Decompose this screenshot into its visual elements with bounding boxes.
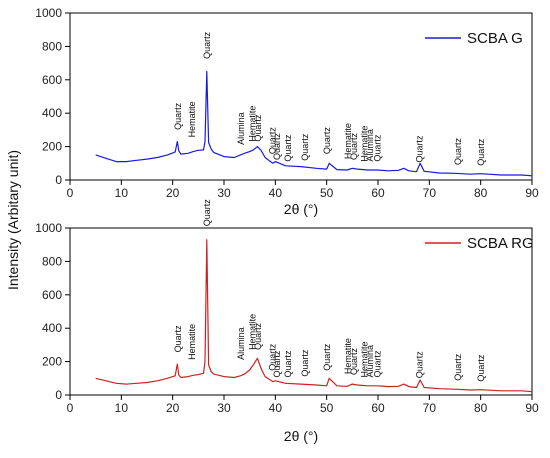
peak-annotation: Hematite <box>343 338 353 374</box>
x-tick-label: 50 <box>320 186 334 200</box>
y-tick-label: 800 <box>42 39 62 53</box>
x-tick-label: 40 <box>269 401 283 415</box>
peak-annotation: Hematite <box>248 106 258 142</box>
peak-annotation: Hematite <box>248 314 258 350</box>
y-tick-label: 400 <box>42 321 62 335</box>
plot-frame <box>69 227 533 396</box>
legend-label: SCBA G <box>467 30 523 47</box>
peak-annotation: Quartz <box>373 134 383 162</box>
peak-annotation: Quartz <box>253 322 263 350</box>
y-tick-label: 400 <box>42 106 62 120</box>
x-tick-label: 40 <box>269 186 283 200</box>
peak-annotation: Quartz <box>476 354 486 382</box>
x-tick-label: 20 <box>166 401 180 415</box>
peak-annotation: Quartz <box>322 343 332 371</box>
plot-frame <box>69 12 533 181</box>
peak-annotation: Quartz <box>300 349 310 377</box>
peak-annotation: Hematite <box>187 324 197 360</box>
x-tick-label: 70 <box>423 186 437 200</box>
x-tick-label: 30 <box>217 186 231 200</box>
peak-annotation: Quartz <box>283 134 293 162</box>
peak-annotation: Quartz <box>476 138 486 166</box>
peak-annotation: Quartz <box>373 350 383 378</box>
peak-annotation: Quartz <box>349 347 359 375</box>
x-tick-label: 10 <box>115 401 129 415</box>
x-tick-label: 0 <box>67 186 74 200</box>
peak-annotation: Hematite <box>360 341 370 377</box>
series-line-1 <box>95 239 533 393</box>
legend: SCBA RG <box>425 235 534 252</box>
x-tick-label: 50 <box>320 401 334 415</box>
peak-annotation: Quartz <box>202 31 212 59</box>
x-tick-label: 30 <box>217 401 231 415</box>
peak-annotation: Quartz <box>272 132 282 160</box>
y-tick-label: 600 <box>42 288 62 302</box>
y-tick-label: 200 <box>42 140 62 154</box>
peak-annotation: Quartz <box>453 353 463 381</box>
peak-annotation: Quartz <box>283 350 293 378</box>
peak-annotation: Alumina <box>365 129 375 162</box>
peak-annotation: Hematite <box>360 126 370 162</box>
peak-annotation: Quartz <box>267 343 277 371</box>
peak-annotation: Quartz <box>173 102 183 130</box>
x-tick-label: 90 <box>525 186 539 200</box>
x-tick-label: 80 <box>474 186 488 200</box>
x-tick-label: 70 <box>423 401 437 415</box>
peak-annotation: Alumina <box>236 327 246 360</box>
peak-annotation: Quartz <box>272 350 282 378</box>
y-tick-label: 0 <box>55 388 62 402</box>
peak-annotation: Hematite <box>187 101 197 137</box>
y-tick-label: 1000 <box>35 6 62 20</box>
legend-label: SCBA RG <box>467 235 534 252</box>
peak-annotation: Quartz <box>267 127 277 155</box>
y-tick-label: 0 <box>55 173 62 187</box>
peak-annotation: Quartz <box>202 199 212 227</box>
x-tick-label: 60 <box>371 186 385 200</box>
x-tick-label: 60 <box>371 401 385 415</box>
x-tick-label: 0 <box>67 401 74 415</box>
peak-annotation: Hematite <box>343 123 353 159</box>
peak-annotation: Alumina <box>365 345 375 378</box>
x-tick-label: 80 <box>474 401 488 415</box>
y-axis-title: Intensity (Arbitary unit) <box>5 150 21 290</box>
x-tick-label: 20 <box>166 186 180 200</box>
y-tick-label: 800 <box>42 254 62 268</box>
peak-annotation: Quartz <box>415 135 425 163</box>
peak-annotation: Quartz <box>453 137 463 165</box>
x-tick-label: 90 <box>525 401 539 415</box>
series-line-1 <box>95 70 533 177</box>
peak-annotation: Quartz <box>349 132 359 160</box>
x-tick-label: 10 <box>115 186 129 200</box>
legend: SCBA G <box>425 30 523 47</box>
y-tick-label: 600 <box>42 73 62 87</box>
peak-annotation: Quartz <box>415 351 425 379</box>
peak-annotation: Quartz <box>300 133 310 161</box>
y-tick-label: 200 <box>42 355 62 369</box>
peak-annotation: Quartz <box>322 127 332 155</box>
peak-annotation: Quartz <box>173 325 183 353</box>
chart-panel-1: 0 10 20 30 40 50 60 70 80 90 0 200 400 600 800 1000 2θ (… <box>35 6 539 217</box>
x-axis-title: 2θ (°) <box>284 201 318 217</box>
peak-annotation: Quartz <box>253 114 263 142</box>
chart-panel-2: 0 10 20 30 40 50 60 70 80 90 0 200 400 600 800 1000 2θ (… <box>35 199 539 444</box>
x-axis-title: 2θ (°) <box>284 428 318 444</box>
y-tick-label: 1000 <box>35 221 62 235</box>
peak-annotation: Alumina <box>236 112 246 145</box>
